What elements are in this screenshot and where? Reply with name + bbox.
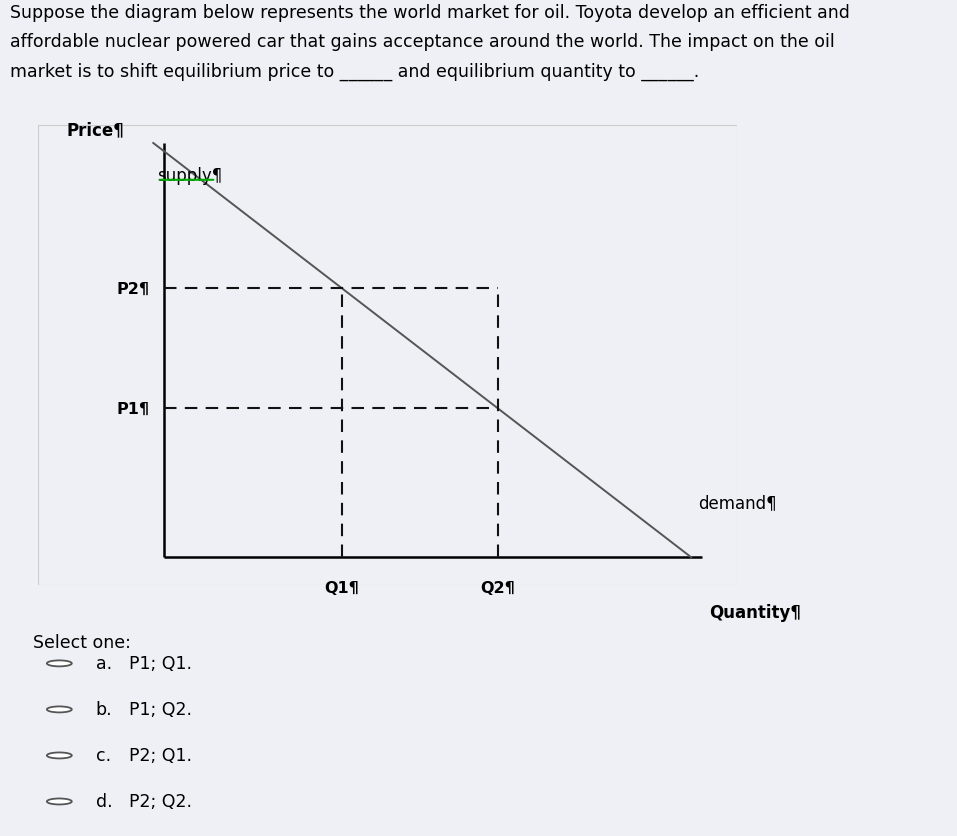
Text: Price¶: Price¶: [66, 121, 124, 139]
Text: P2¶: P2¶: [117, 281, 150, 296]
Circle shape: [47, 706, 72, 712]
Circle shape: [47, 660, 72, 666]
Text: b.: b.: [96, 701, 112, 719]
Text: Suppose the diagram below represents the world market for oil. Toyota develop an: Suppose the diagram below represents the…: [10, 4, 850, 81]
Text: P2; Q1.: P2; Q1.: [129, 747, 192, 765]
Text: P2; Q2.: P2; Q2.: [129, 793, 192, 811]
Text: a.: a.: [96, 655, 112, 673]
Text: demand¶: demand¶: [699, 493, 777, 512]
Text: Q1¶: Q1¶: [324, 580, 359, 595]
Text: d.: d.: [96, 793, 112, 811]
Text: P1¶: P1¶: [117, 401, 150, 416]
Text: P1; Q2.: P1; Q2.: [129, 701, 192, 719]
Circle shape: [47, 798, 72, 804]
Text: Q2¶: Q2¶: [480, 580, 515, 595]
Circle shape: [47, 752, 72, 758]
Text: Quantity¶: Quantity¶: [709, 604, 801, 622]
Text: P1; Q1.: P1; Q1.: [129, 655, 192, 673]
Text: Select one:: Select one:: [33, 634, 131, 652]
Text: c.: c.: [96, 747, 111, 765]
Text: supply¶: supply¶: [157, 167, 222, 185]
